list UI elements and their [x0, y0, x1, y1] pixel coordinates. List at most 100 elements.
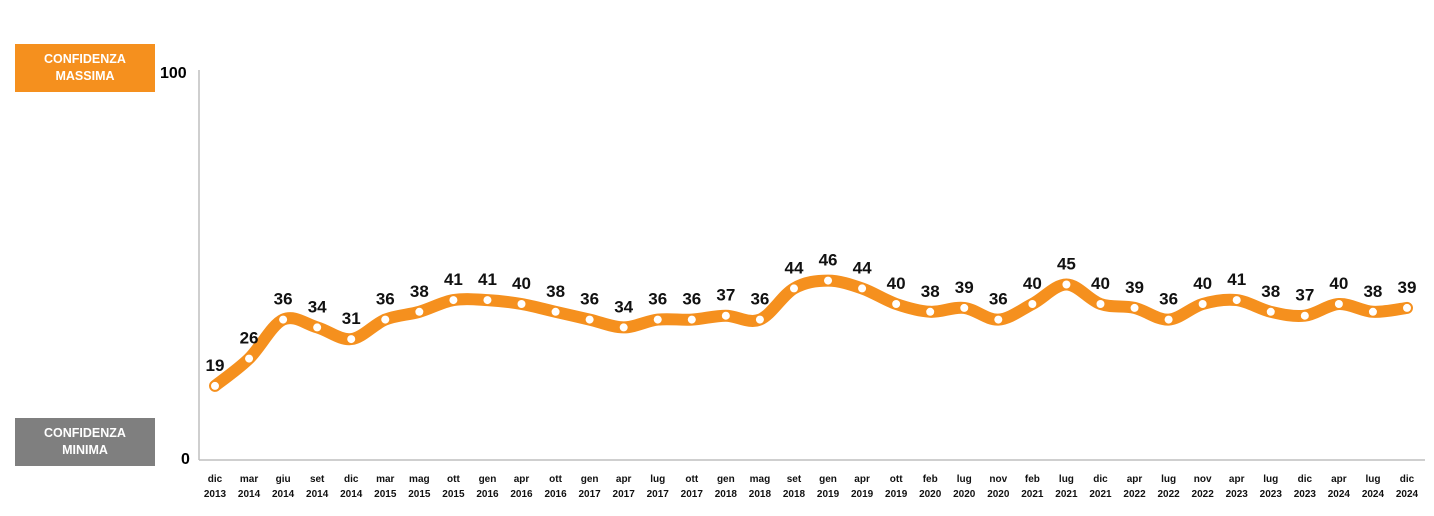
- x-tick-month: lug: [1059, 474, 1074, 485]
- x-tick-month: gen: [717, 474, 735, 485]
- data-point: [1198, 300, 1207, 308]
- data-label: 40: [1329, 274, 1348, 293]
- x-tick-month: gen: [479, 474, 497, 485]
- data-label: 40: [1091, 274, 1110, 293]
- data-point: [1300, 311, 1309, 320]
- data-point: [245, 354, 254, 363]
- data-label: 41: [1227, 270, 1246, 289]
- data-label: 39: [1125, 278, 1144, 297]
- x-tick-year: 2014: [238, 489, 261, 500]
- x-tick-month: feb: [1025, 474, 1040, 485]
- x-tick-year: 2022: [1123, 489, 1146, 500]
- data-label: 37: [1295, 286, 1314, 305]
- data-label: 38: [1363, 282, 1382, 301]
- data-point: [687, 315, 696, 324]
- data-label: 38: [1261, 282, 1280, 301]
- data-point: [449, 296, 458, 305]
- data-label: 44: [853, 258, 872, 277]
- x-tick-year: 2014: [340, 489, 363, 500]
- data-label: 36: [750, 290, 769, 309]
- data-label: 39: [955, 278, 974, 297]
- min-label-line2: MINIMA: [62, 443, 108, 457]
- x-tick-month: apr: [854, 474, 870, 485]
- x-tick-year: 2014: [306, 489, 329, 500]
- x-tick-month: apr: [1331, 474, 1347, 485]
- x-tick-month: apr: [514, 474, 530, 485]
- x-tick-month: apr: [616, 474, 632, 485]
- data-point: [517, 300, 526, 308]
- x-tick-year: 2020: [987, 489, 1010, 500]
- data-point: [279, 315, 288, 324]
- data-point: [858, 284, 867, 293]
- data-point: [892, 300, 901, 308]
- data-label: 37: [716, 286, 735, 305]
- x-tick-year: 2016: [544, 489, 567, 500]
- data-point: [1403, 303, 1411, 312]
- x-tick-month: nov: [989, 474, 1007, 485]
- data-point: [926, 307, 935, 316]
- data-label: 46: [819, 251, 838, 270]
- data-label: 38: [921, 282, 940, 301]
- x-tick-month: dic: [1400, 474, 1415, 485]
- data-point: [347, 335, 356, 344]
- data-point: [551, 307, 560, 316]
- data-point: [960, 303, 969, 312]
- x-tick-month: gen: [819, 474, 837, 485]
- data-label: 40: [512, 274, 531, 293]
- x-tick-year: 2018: [749, 489, 772, 500]
- data-label: 36: [648, 290, 667, 309]
- min-confidence-label: CONFIDENZA MINIMA: [15, 418, 155, 466]
- x-tick-month: dic: [344, 474, 359, 485]
- data-label: 40: [1193, 274, 1212, 293]
- x-tick-month: apr: [1229, 474, 1245, 485]
- data-label: 38: [410, 282, 429, 301]
- data-point: [994, 315, 1003, 324]
- data-point: [211, 381, 219, 390]
- data-point: [1368, 307, 1377, 316]
- data-point: [1028, 300, 1037, 308]
- x-tick-month: giu: [276, 474, 291, 485]
- y-tick-100: 100: [160, 65, 187, 82]
- x-tick-year: 2017: [579, 489, 602, 500]
- x-tick-year: 2016: [510, 489, 533, 500]
- x-tick-month: ott: [549, 474, 562, 485]
- x-tick-year: 2018: [783, 489, 806, 500]
- x-tick-year: 2022: [1192, 489, 1215, 500]
- x-tick-year: 2014: [272, 489, 295, 500]
- x-tick-month: apr: [1127, 474, 1143, 485]
- x-tick-month: set: [310, 474, 325, 485]
- data-point: [1164, 315, 1173, 324]
- x-tick-month: lug: [1263, 474, 1278, 485]
- x-tick-month: feb: [923, 474, 938, 485]
- data-point: [1232, 296, 1241, 305]
- data-label: 36: [376, 290, 395, 309]
- x-tick-year: 2015: [408, 489, 431, 500]
- min-label-line1: CONFIDENZA: [44, 426, 126, 440]
- x-tick-year: 2019: [885, 489, 908, 500]
- data-label: 44: [785, 258, 804, 277]
- x-tick-month: lug: [1161, 474, 1176, 485]
- x-tick-year: 2017: [613, 489, 636, 500]
- x-tick-year: 2024: [1328, 489, 1351, 500]
- x-tick-year: 2021: [1021, 489, 1044, 500]
- data-point: [483, 296, 492, 305]
- x-tick-month: dic: [1298, 474, 1313, 485]
- x-tick-year: 2023: [1294, 489, 1317, 500]
- y-tick-0: 0: [181, 451, 190, 468]
- x-tick-year: 2020: [919, 489, 942, 500]
- x-tick-year: 2023: [1260, 489, 1283, 500]
- data-point: [313, 323, 322, 332]
- x-tick-year: 2024: [1396, 489, 1419, 500]
- data-label: 40: [1023, 274, 1042, 293]
- x-tick-month: ott: [890, 474, 903, 485]
- data-label: 36: [274, 290, 293, 309]
- x-tick-year: 2017: [681, 489, 704, 500]
- x-tick-month: dic: [208, 474, 223, 485]
- data-label: 31: [342, 309, 361, 328]
- x-tick-month: mar: [240, 474, 258, 485]
- data-label: 34: [308, 297, 327, 316]
- x-tick-month: dic: [1093, 474, 1108, 485]
- x-tick-month: ott: [685, 474, 698, 485]
